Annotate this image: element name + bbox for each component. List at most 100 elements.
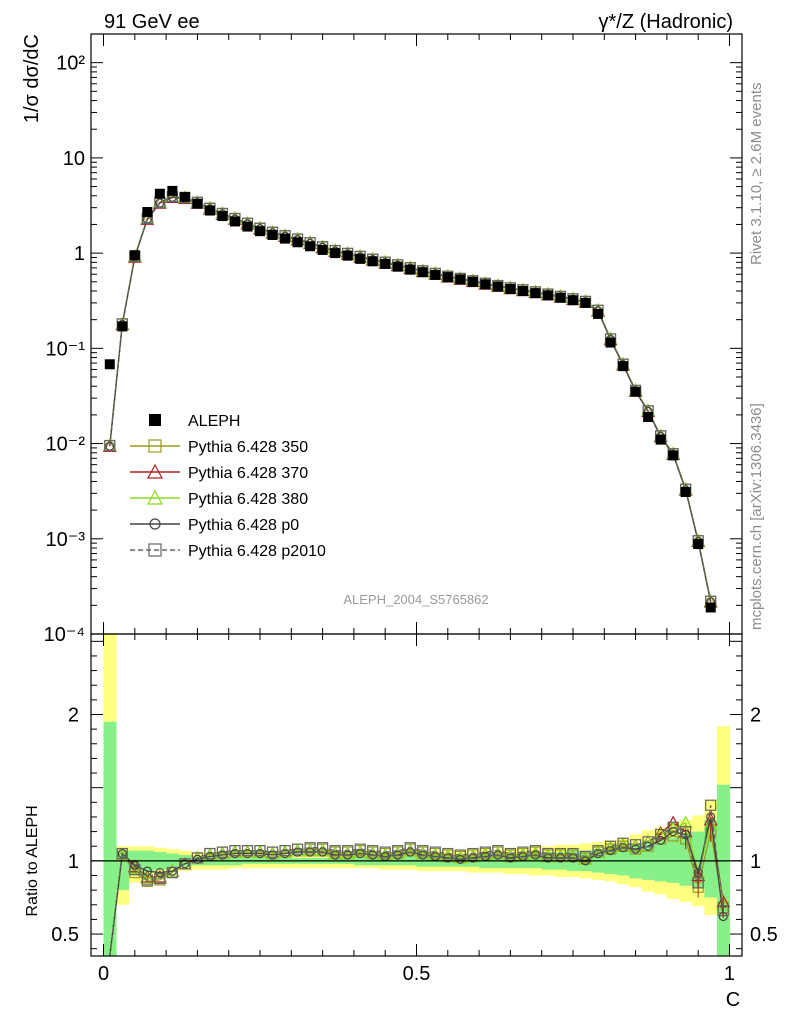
legend-label: Pythia 6.428 370 <box>188 465 308 482</box>
mc-line <box>109 195 712 602</box>
ratio-point <box>554 847 567 860</box>
mc-line <box>109 196 712 602</box>
aleph-data-point <box>655 434 666 445</box>
aleph-data-point <box>480 279 491 290</box>
ratio-band-layer <box>103 634 730 956</box>
ratio-y-tick-label: 2 <box>68 705 79 727</box>
ratio-line <box>109 821 724 957</box>
ratio-point <box>642 836 654 848</box>
ratio-point <box>141 874 153 886</box>
aleph-data-point <box>555 292 566 303</box>
ratio-point <box>504 847 516 860</box>
ratio-point <box>655 828 667 841</box>
aleph-data-point <box>430 269 441 280</box>
header-right: γ*/Z (Hadronic) <box>599 11 733 33</box>
ratio-point <box>255 848 265 859</box>
ratio-point <box>242 848 253 859</box>
ratio-point <box>467 847 479 860</box>
ratio-point <box>342 845 354 857</box>
ratio-point <box>180 859 190 869</box>
ratio-y-tick-label-right: 1 <box>750 851 761 873</box>
ratio-point <box>568 853 578 863</box>
aleph-data-point <box>605 337 616 348</box>
aleph-data-point <box>693 539 704 550</box>
ratio-y-tick-label-right: 2 <box>750 705 761 727</box>
aleph-data-point <box>567 295 578 306</box>
aleph-data-point <box>380 258 391 269</box>
ratio-point <box>517 846 529 858</box>
analysis-id: ALEPH_2004_S5765862 <box>343 592 488 607</box>
aleph-data-point <box>530 288 541 299</box>
ratio-line <box>109 805 724 957</box>
ratio-point <box>454 849 466 861</box>
x-tick-label: 0.5 <box>403 963 431 985</box>
ratio-point <box>705 799 717 811</box>
aleph-data-point <box>129 250 140 261</box>
ratio-point <box>592 845 604 857</box>
aleph-data-point <box>229 216 240 227</box>
ratio-y-tick-label: 0.5 <box>51 924 79 946</box>
ratio-point <box>155 867 165 878</box>
ratio-point <box>678 815 693 829</box>
band-green-bin <box>103 721 117 956</box>
main-lines-layer <box>102 185 718 613</box>
aleph-data-point <box>668 450 679 461</box>
aleph-data-point <box>154 188 165 199</box>
mc-point <box>104 439 116 452</box>
header-left: 91 GeV ee <box>104 11 200 33</box>
ratio-point <box>442 847 454 860</box>
aleph-data-point <box>142 207 153 218</box>
ratio-point <box>542 847 554 860</box>
ratio-point <box>605 846 616 856</box>
ratio-point <box>393 850 403 860</box>
ratio-point <box>379 846 391 858</box>
ratio-point <box>304 842 316 854</box>
y-tick-label: 10² <box>56 53 85 75</box>
mc-line <box>109 195 712 602</box>
ratio-point <box>418 850 428 860</box>
legend-marker <box>146 463 164 479</box>
aleph-data-point <box>355 253 366 264</box>
ratio-point <box>305 847 315 857</box>
x-tick-label: 1 <box>724 963 735 985</box>
aleph-data-point <box>705 602 716 613</box>
aleph-data-point <box>242 221 253 232</box>
ratio-point <box>479 846 491 858</box>
y-tick-label: 10⁻⁴ <box>44 624 85 646</box>
mc-line <box>109 196 712 602</box>
aleph-data-point <box>680 486 691 497</box>
aleph-data-point <box>505 283 516 294</box>
ratio-point <box>267 850 278 860</box>
aleph-data-point <box>455 274 466 285</box>
ratio-point <box>354 843 366 855</box>
ratio-point <box>505 853 515 863</box>
mc-line <box>109 196 712 603</box>
legend-label: Pythia 6.428 p2010 <box>188 543 326 560</box>
ratio-point <box>604 840 617 852</box>
aleph-data-point <box>292 237 303 248</box>
y-tick-label: 10⁻¹ <box>46 338 86 360</box>
ratio-point <box>330 850 340 860</box>
ratio-point <box>667 821 679 833</box>
aleph-data-point <box>317 244 328 255</box>
y-axis-label: 1/σ dσ/dC <box>21 34 43 123</box>
ratio-point <box>254 845 266 857</box>
rivet-label: Rivet 3.1.10, ≥ 2.6M events <box>748 83 765 266</box>
ratio-point <box>217 850 228 860</box>
aleph-data-point <box>104 359 115 370</box>
ratio-point <box>693 867 703 878</box>
aleph-data-point <box>367 256 378 267</box>
legend-label: Pythia 6.428 380 <box>188 491 308 508</box>
x-axis-label: C <box>726 989 740 1011</box>
aleph-data-point <box>467 276 478 287</box>
aleph-data-point <box>267 229 278 240</box>
ratio-lines-layer <box>91 799 742 957</box>
aleph-data-point <box>167 185 178 196</box>
legend-label: ALEPH <box>188 413 240 430</box>
ratio-point <box>529 845 542 857</box>
ratio-point <box>367 845 379 857</box>
ratio-point <box>129 864 141 876</box>
ratio-point <box>279 845 291 857</box>
ratio-point <box>706 812 716 822</box>
